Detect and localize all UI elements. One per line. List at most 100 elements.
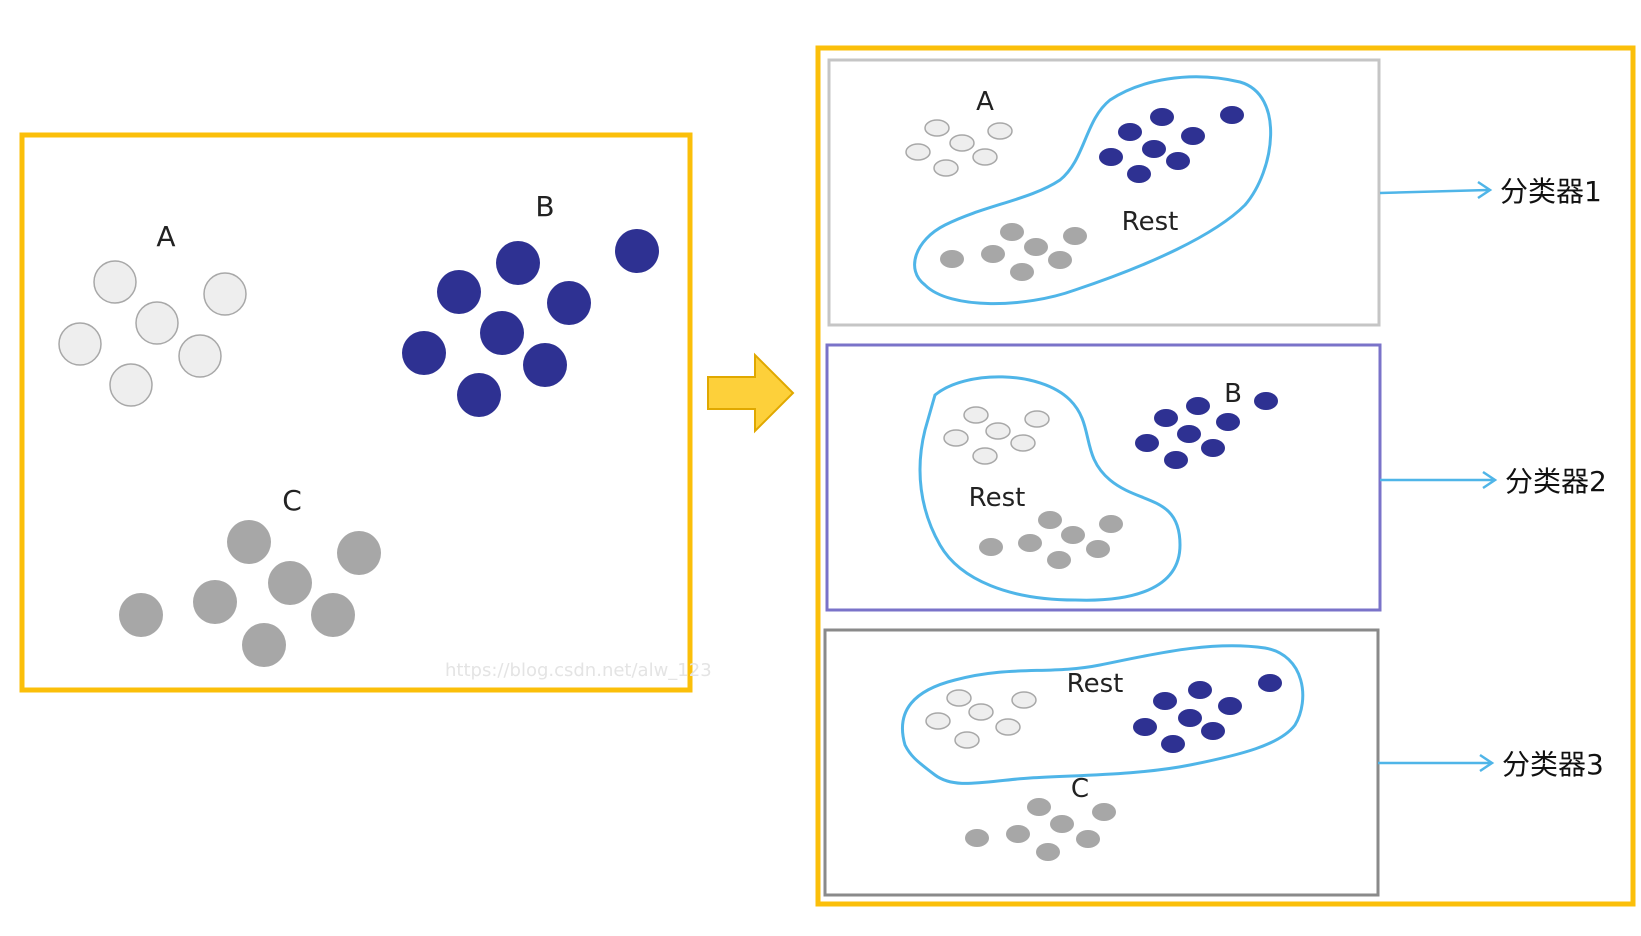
blue-point (1216, 413, 1240, 431)
blue-point (1135, 434, 1159, 452)
blue-point (1186, 397, 1210, 415)
light-point (58, 322, 102, 366)
light-point (972, 447, 998, 465)
panel-2-cluster-a (943, 406, 1050, 465)
gray-point (1092, 803, 1116, 821)
gray-point (979, 538, 1003, 556)
blue-point (547, 281, 591, 325)
blue-point (402, 331, 446, 375)
gray-point (1061, 526, 1085, 544)
gray-point (1036, 843, 1060, 861)
light-point (109, 363, 153, 407)
panel-1-class-label: A (976, 87, 994, 117)
blue-point (523, 343, 567, 387)
left-cluster-c (119, 520, 381, 667)
gray-point (1027, 798, 1051, 816)
blue-point (1099, 148, 1123, 166)
gray-point (193, 580, 237, 624)
blue-point (1218, 697, 1242, 715)
light-point (963, 406, 989, 424)
light-point (995, 718, 1021, 736)
panel-1-cluster-b (1099, 106, 1244, 183)
panel-2-rest-blob (918, 375, 1182, 602)
light-point (925, 712, 951, 730)
classifier-1-arrow (1379, 180, 1493, 200)
classifier-3-arrow (1378, 753, 1495, 773)
light-point (946, 689, 972, 707)
gray-point (1018, 534, 1042, 552)
gray-point (1000, 223, 1024, 241)
blue-point (457, 373, 501, 417)
gray-point (981, 245, 1005, 263)
light-point (905, 143, 931, 161)
panel-1-rest-label: Rest (1122, 207, 1179, 237)
blue-point (1161, 735, 1185, 753)
blue-point (1258, 674, 1282, 692)
light-point (93, 260, 137, 304)
gray-point (1048, 251, 1072, 269)
panel-1-cluster-c (940, 223, 1087, 281)
blue-point (1142, 140, 1166, 158)
panel-1-rest-blob (913, 75, 1273, 306)
gray-point (242, 623, 286, 667)
blue-point (1133, 718, 1157, 736)
blue-point (1150, 108, 1174, 126)
blue-point (1154, 409, 1178, 427)
light-point (203, 272, 247, 316)
light-point (924, 119, 950, 137)
classifier-1-label: 分类器1 (1500, 175, 1602, 208)
panel-2-box (825, 343, 1382, 612)
watermark: https://blog.csdn.net/alw_123 (445, 660, 712, 681)
light-point (985, 422, 1011, 440)
blue-point (437, 270, 481, 314)
blue-point (1164, 451, 1188, 469)
blue-point (1118, 123, 1142, 141)
panel-2-rest-label: Rest (969, 483, 1026, 513)
light-point (954, 731, 980, 749)
gray-point (1024, 238, 1048, 256)
blue-point (1220, 106, 1244, 124)
classifier-2-label: 分类器2 (1505, 465, 1607, 498)
gray-point (965, 829, 989, 847)
light-point (972, 148, 998, 166)
light-point (987, 122, 1013, 140)
gray-point (227, 520, 271, 564)
blue-point (1181, 127, 1205, 145)
blue-point (1201, 439, 1225, 457)
left-label-c: C (282, 484, 302, 517)
panel-1-cluster-a (905, 119, 1013, 177)
gray-point (1006, 825, 1030, 843)
gray-point (1038, 511, 1062, 529)
panel-3-cluster-c (965, 798, 1116, 861)
transform-arrow-icon (707, 352, 795, 434)
gray-point (1099, 515, 1123, 533)
blue-point (1178, 709, 1202, 727)
gray-point (268, 561, 312, 605)
blue-point (1166, 152, 1190, 170)
panel-3-class-label: C (1071, 774, 1089, 804)
light-point (1024, 410, 1050, 428)
panel-3-cluster-b (1133, 674, 1282, 753)
gray-point (337, 531, 381, 575)
blue-point (480, 311, 524, 355)
left-label-a: A (156, 220, 175, 253)
left-cluster-a (58, 260, 247, 407)
light-point (968, 703, 994, 721)
left-label-b: B (535, 190, 554, 223)
gray-point (940, 250, 964, 268)
blue-point (1127, 165, 1151, 183)
blue-point (1177, 425, 1201, 443)
panel-2-cluster-c (979, 511, 1123, 569)
light-point (1011, 691, 1037, 709)
panel-3-rest-blob (900, 644, 1305, 785)
panel-3-cluster-a (925, 689, 1037, 749)
panel-1-box (827, 58, 1381, 327)
blue-point (615, 229, 659, 273)
gray-point (1050, 815, 1074, 833)
classifier-3-label: 分类器3 (1502, 748, 1604, 781)
light-point (943, 429, 969, 447)
light-point (135, 301, 179, 345)
gray-point (1086, 540, 1110, 558)
panel-3-rest-label: Rest (1067, 669, 1124, 699)
